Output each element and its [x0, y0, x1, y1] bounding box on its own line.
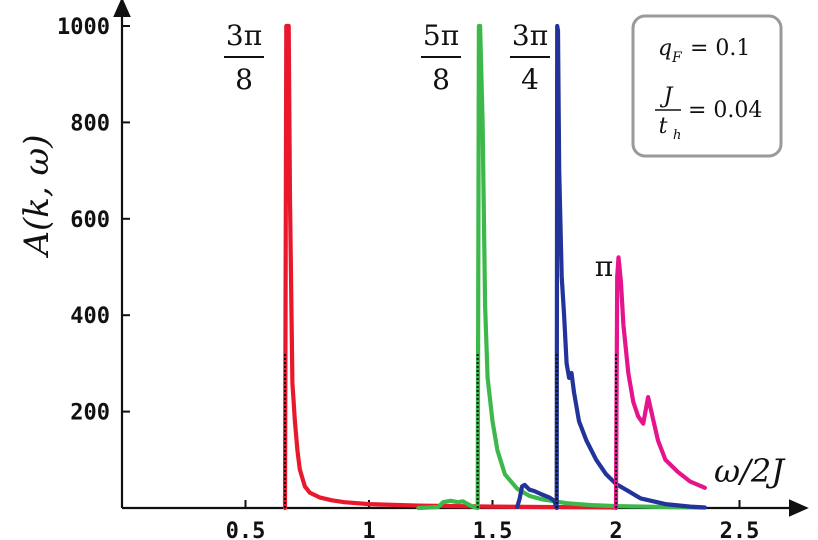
- series-label-denominator: 4: [521, 63, 539, 96]
- series-label-denominator: 8: [235, 63, 253, 96]
- y-tick-label: 200: [70, 401, 110, 426]
- legend-qf-value: = 0.1: [690, 36, 750, 61]
- x-axis-label-text: ω/2J: [714, 452, 786, 490]
- x-axis-label: ω/2J: [714, 452, 786, 490]
- y-tick-label: 600: [70, 208, 110, 233]
- x-tick-label: 1.5: [473, 519, 513, 540]
- threshold-markers: [284, 353, 617, 508]
- series-label-2: 5π8: [421, 19, 461, 96]
- series-label-numerator: 5π: [423, 19, 459, 52]
- x-tick-label: 1: [362, 519, 375, 540]
- y-axis-label: A(k, ω): [17, 134, 57, 258]
- legend-ratio-denominator: t: [659, 114, 668, 139]
- x-tick-label: 0.5: [226, 519, 266, 540]
- series-line-1: [282, 23, 619, 511]
- series-label-1: 3π8: [224, 19, 264, 96]
- y-tick-label: 800: [70, 111, 110, 136]
- series-label-numerator: 3π: [512, 19, 548, 52]
- series-line-4: [613, 255, 707, 511]
- y-tick-label: 1000: [57, 15, 110, 40]
- legend-ratio-value: = 0.04: [688, 98, 762, 123]
- legend-ratio-denominator-subscript: h: [673, 128, 681, 143]
- x-tick-label: 2.5: [720, 519, 760, 540]
- series-label-3: 3π4: [510, 19, 550, 96]
- series-label-text: π: [595, 250, 613, 283]
- x-tick-label: 2: [609, 519, 622, 540]
- legend-frame: [631, 14, 783, 158]
- y-axis-label-text: A(k, ω): [17, 134, 57, 258]
- series-line-2: [416, 23, 705, 511]
- legend-ratio-numerator: J: [660, 84, 674, 109]
- y-ticks: 200 400 600 800 1000: [57, 15, 130, 426]
- legend-qf-subscript: F: [671, 50, 683, 66]
- series-lines: [282, 23, 707, 511]
- series-label-denominator: 8: [432, 63, 450, 96]
- y-tick-label: 400: [70, 304, 110, 329]
- series-line-3: [515, 23, 707, 511]
- series-label-numerator: 3π: [226, 19, 262, 52]
- legend-qf-symbol: q: [658, 36, 672, 61]
- legend-box: q F = 0.1 J t h = 0.04: [631, 14, 783, 158]
- series-label-4: π: [595, 250, 613, 283]
